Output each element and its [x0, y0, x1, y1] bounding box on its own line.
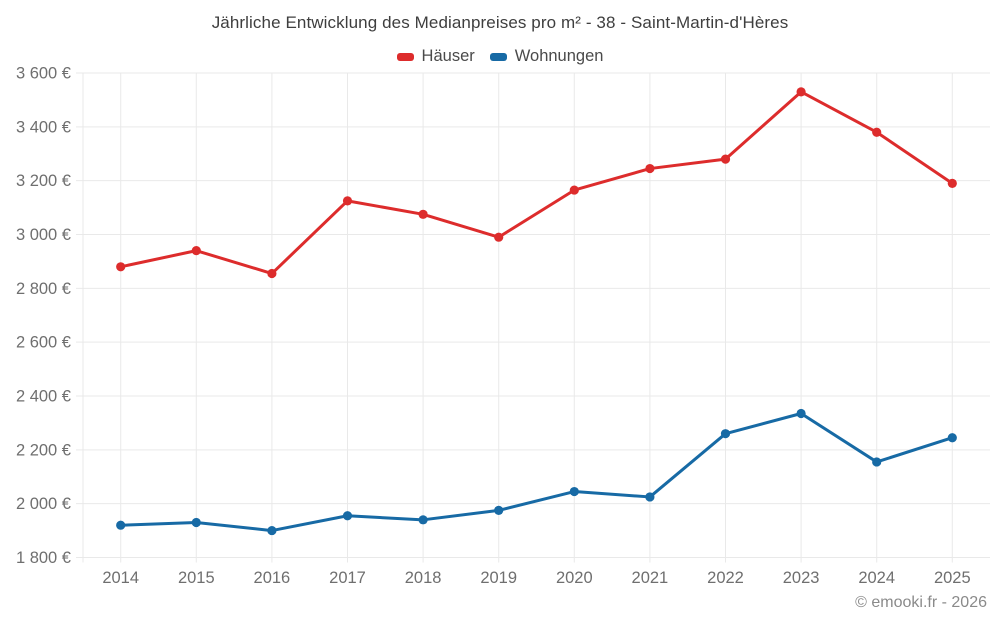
svg-text:2017: 2017: [329, 569, 366, 587]
data-point[interactable]: [418, 515, 428, 525]
chart-legend: Häuser Wohnungen: [0, 47, 1000, 66]
data-point[interactable]: [191, 246, 201, 256]
data-point[interactable]: [720, 429, 731, 439]
data-point[interactable]: [947, 178, 957, 188]
data-point[interactable]: [116, 262, 126, 272]
x-axis-labels: 2014 2015 2016 2017 2018 2019 2020 2021 2022 2023…: [102, 569, 970, 587]
chart-credit: © emooki.fr - 2026: [855, 594, 987, 611]
svg-text:2014: 2014: [102, 569, 139, 587]
legend-label-hauser: Häuser: [421, 47, 475, 65]
svg-text:2 400 €: 2 400 €: [16, 388, 71, 406]
svg-text:3 000 €: 3 000 €: [16, 226, 71, 244]
data-point[interactable]: [872, 127, 882, 137]
svg-text:2019: 2019: [480, 569, 517, 587]
svg-text:2024: 2024: [858, 569, 895, 587]
legend-swatch-hauser-icon: [396, 52, 414, 61]
svg-text:2023: 2023: [783, 569, 820, 587]
legend-item-hauser[interactable]: Häuser: [396, 47, 475, 66]
data-point[interactable]: [796, 87, 806, 97]
svg-text:2 600 €: 2 600 €: [16, 334, 71, 352]
series-wohnungen: [116, 408, 957, 536]
svg-text:2 200 €: 2 200 €: [16, 441, 71, 459]
svg-text:3 200 €: 3 200 €: [16, 172, 71, 190]
svg-text:2015: 2015: [178, 569, 215, 587]
series-häuser: [116, 87, 957, 279]
svg-text:2022: 2022: [707, 569, 744, 587]
data-point[interactable]: [645, 492, 655, 502]
data-point[interactable]: [796, 408, 806, 419]
grid-lines: [76, 72, 990, 563]
legend-label-wohnungen: Wohnungen: [514, 47, 604, 65]
data-point[interactable]: [494, 232, 504, 242]
data-point[interactable]: [418, 209, 428, 219]
svg-text:2021: 2021: [632, 569, 669, 587]
svg-text:1 800 €: 1 800 €: [16, 549, 71, 567]
legend-item-wohnungen[interactable]: Wohnungen: [489, 47, 604, 66]
data-point[interactable]: [191, 517, 201, 528]
data-point[interactable]: [872, 457, 882, 467]
data-point[interactable]: [267, 525, 277, 536]
data-point[interactable]: [569, 185, 579, 195]
svg-text:2016: 2016: [254, 569, 291, 587]
svg-text:2020: 2020: [556, 569, 593, 587]
data-point[interactable]: [342, 511, 353, 521]
svg-text:2 000 €: 2 000 €: [16, 495, 71, 513]
data-point[interactable]: [267, 268, 277, 279]
data-point[interactable]: [569, 486, 579, 497]
data-point[interactable]: [947, 433, 957, 443]
svg-text:3 400 €: 3 400 €: [16, 118, 71, 136]
y-axis-labels: 1 800 € 2 000 € 2 200 € 2 400 € 2 600 € 2 800…: [16, 65, 71, 568]
svg-text:2025: 2025: [934, 569, 971, 587]
data-point[interactable]: [342, 196, 353, 206]
chart-title: Jährliche Entwicklung des Medianpreises …: [211, 13, 789, 32]
svg-text:3 600 €: 3 600 €: [16, 65, 71, 83]
svg-text:2 800 €: 2 800 €: [16, 280, 71, 298]
data-point[interactable]: [720, 154, 731, 164]
svg-text:2018: 2018: [405, 569, 442, 587]
data-point[interactable]: [645, 163, 655, 174]
legend-swatch-wohnungen-icon: [489, 52, 507, 61]
data-point[interactable]: [116, 520, 126, 530]
data-point[interactable]: [494, 505, 504, 515]
